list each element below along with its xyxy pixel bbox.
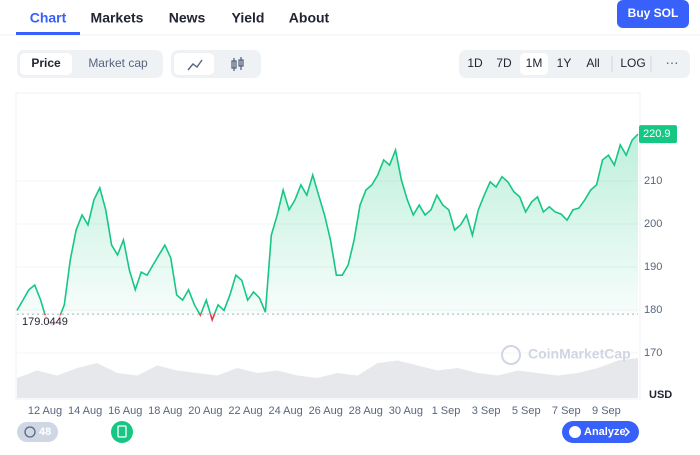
price-line-up	[16, 133, 639, 315]
plot-frame	[15, 92, 641, 400]
range-option[interactable]: 1Y	[557, 56, 572, 70]
x-tick-label: 24 Aug	[268, 405, 302, 417]
x-tick-label: 12 Aug	[28, 405, 62, 417]
x-tick-label: 3 Sep	[472, 405, 501, 417]
x-tick-label: 30 Aug	[389, 405, 423, 417]
metric-option[interactable]: Price	[31, 56, 61, 70]
range-active	[520, 53, 548, 75]
history-icon	[24, 426, 36, 438]
x-tick-label: 9 Sep	[592, 405, 621, 417]
nav-tab[interactable]: Yield	[232, 10, 265, 26]
range-toggle	[459, 50, 690, 78]
last-price-bg	[639, 125, 677, 144]
x-tick-label: 28 Aug	[349, 405, 383, 417]
analyze-icon	[569, 426, 581, 438]
nav-tab[interactable]: News	[169, 10, 206, 26]
last-price-label: 220.9	[643, 128, 671, 140]
baseline-label-bg	[19, 315, 69, 330]
y-tick-label: 190	[644, 261, 662, 273]
nav-tab[interactable]: Markets	[91, 10, 144, 26]
line-icon	[187, 59, 203, 71]
analyze-label: Analyze	[584, 426, 626, 438]
history-badge[interactable]	[17, 422, 58, 442]
range-option[interactable]: 1M	[526, 56, 543, 70]
y-tick-label: 170	[644, 347, 662, 359]
y-tick-label: 200	[644, 218, 662, 230]
candle-icon[interactable]	[231, 57, 244, 71]
metric-active	[20, 53, 72, 75]
log-option[interactable]: LOG	[620, 56, 645, 70]
doc-icon	[117, 425, 127, 438]
x-tick-label: 26 Aug	[309, 405, 343, 417]
volume-area	[17, 358, 638, 398]
y-unit: USD	[649, 389, 672, 401]
doc-button[interactable]	[111, 421, 133, 443]
analyze-chevron	[624, 427, 631, 437]
history-count: 48	[39, 426, 51, 438]
metric-option[interactable]: Market cap	[88, 56, 148, 70]
more-option[interactable]: ⋯	[666, 55, 679, 70]
range-option[interactable]: 7D	[496, 56, 512, 70]
nav-tab[interactable]: About	[289, 10, 330, 26]
y-tick-label: 180	[644, 304, 662, 316]
x-tick-label: 7 Sep	[552, 405, 581, 417]
buy-button[interactable]	[617, 0, 689, 28]
range-option[interactable]: All	[586, 56, 599, 70]
baseline-label: 179.0449	[22, 316, 68, 328]
watermark: CoinMarketCap	[528, 346, 631, 362]
y-tick-label: 210	[644, 175, 662, 187]
buy-button-label: Buy SOL	[628, 6, 679, 20]
range-option[interactable]: 1D	[467, 56, 483, 70]
x-tick-label: 1 Sep	[432, 405, 461, 417]
x-tick-label: 22 Aug	[228, 405, 262, 417]
watermark-logo	[501, 345, 521, 365]
nav-tab[interactable]: Chart	[30, 10, 67, 26]
analyze-button[interactable]	[562, 421, 639, 443]
x-tick-label: 16 Aug	[108, 405, 142, 417]
active-tab-underline	[16, 32, 80, 35]
x-tick-label: 20 Aug	[188, 405, 222, 417]
x-tick-label: 14 Aug	[68, 405, 102, 417]
x-tick-label: 18 Aug	[148, 405, 182, 417]
x-tick-label: 5 Sep	[512, 405, 541, 417]
